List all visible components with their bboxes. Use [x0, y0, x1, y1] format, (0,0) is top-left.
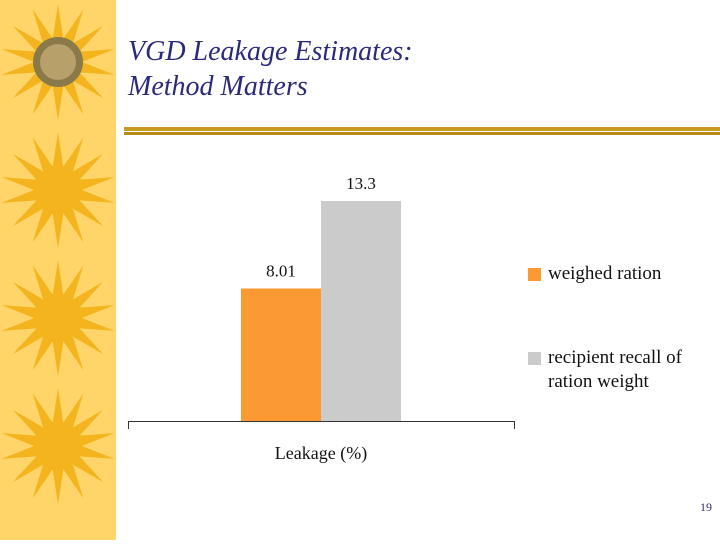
sun-icon [1, 388, 115, 504]
title-divider [124, 127, 720, 136]
bar-recipient-recall [321, 201, 401, 421]
slide-title-line2: Method Matters [128, 71, 308, 102]
decorative-sun-strip [0, 0, 116, 540]
sun-icon [1, 4, 115, 120]
page-number: 19 [700, 500, 712, 514]
legend-swatch-weighed-ration [528, 268, 541, 281]
sun-icon [1, 132, 115, 248]
bar-weighed-ration [241, 288, 321, 421]
slide-title-line1: VGD Leakage Estimates: [128, 36, 413, 67]
slide-title: VGD Leakage Estimates: Method Matters [128, 34, 413, 104]
sun-icon [1, 260, 115, 376]
legend-label-weighed-ration: weighed ration [548, 263, 662, 284]
data-label-recipient-recall: 13.3 [346, 174, 376, 193]
category-label: Leakage (%) [275, 443, 367, 464]
legend-swatch-recipient-recall [528, 352, 541, 365]
data-label-weighed-ration: 8.01 [266, 262, 296, 281]
sun-motif-icon [1, 4, 115, 504]
legend-label-recipient-recall: recipient recall of ration weight [548, 347, 682, 392]
